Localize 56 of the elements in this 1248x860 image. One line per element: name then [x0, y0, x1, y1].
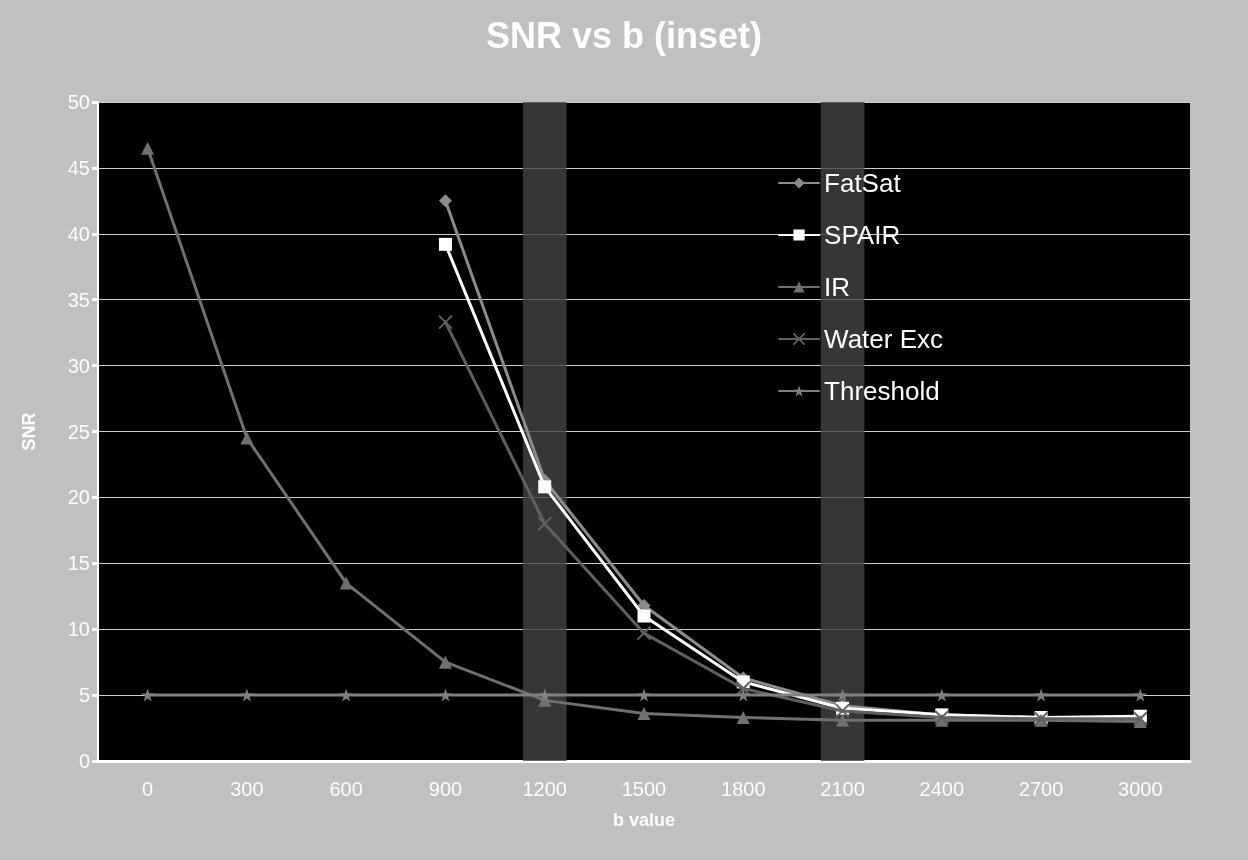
x-tick-label: 1200 [522, 778, 567, 800]
point [637, 609, 651, 623]
point [438, 237, 452, 251]
point [538, 480, 552, 494]
y-tick-label: 5 [78, 684, 90, 707]
x-tick-label: 2100 [820, 778, 865, 800]
legend-label: IR [824, 272, 851, 302]
legend-label: SPAIR [824, 220, 901, 250]
point [736, 711, 750, 725]
point [438, 655, 452, 669]
point [438, 688, 452, 702]
point [636, 625, 652, 641]
point [736, 688, 750, 702]
point [339, 688, 353, 702]
x-tick-label: 1800 [721, 778, 766, 800]
y-tick-label: 50 [67, 91, 90, 113]
x-tick-label: 600 [329, 778, 363, 800]
legend-label: Threshold [824, 376, 940, 406]
y-tick-label: 35 [67, 288, 90, 311]
point [339, 576, 353, 590]
y-tick-label: 25 [67, 420, 90, 443]
x-tick-label: 2700 [1018, 778, 1064, 800]
y-tick-label: 15 [67, 552, 90, 575]
point [637, 688, 651, 702]
point [438, 194, 452, 208]
x-tick-label: 300 [230, 778, 264, 800]
point [835, 703, 851, 719]
x-tick-label: 900 [428, 778, 463, 800]
point [240, 431, 254, 445]
y-tick-label: 20 [67, 486, 90, 509]
point [1034, 688, 1048, 702]
legend-label: FatSat [824, 168, 902, 198]
y-axis-title: SNR [19, 412, 39, 451]
x-tick-label: 0 [142, 778, 154, 800]
point [1133, 688, 1147, 702]
point [240, 688, 254, 702]
point [437, 314, 453, 330]
point [836, 688, 850, 702]
y-tick-label: 30 [67, 354, 90, 377]
x-tick-label: 3000 [1118, 778, 1163, 800]
point [836, 713, 850, 727]
y-tick-label: 10 [67, 618, 90, 641]
legend-label: Water Exc [824, 324, 944, 354]
chart-title: SNR vs b (inset) [485, 14, 763, 56]
x-axis-title: b value [612, 810, 676, 830]
point [637, 707, 651, 721]
y-tick-label: 0 [78, 750, 90, 772]
x-tick-label: 1500 [621, 778, 667, 800]
point [141, 141, 155, 155]
point [637, 598, 651, 612]
y-tick-label: 40 [67, 222, 90, 245]
point [141, 688, 155, 702]
x-tick-label: 2400 [919, 778, 965, 800]
point [537, 516, 553, 532]
y-tick-label: 45 [67, 156, 90, 179]
point [538, 688, 552, 702]
